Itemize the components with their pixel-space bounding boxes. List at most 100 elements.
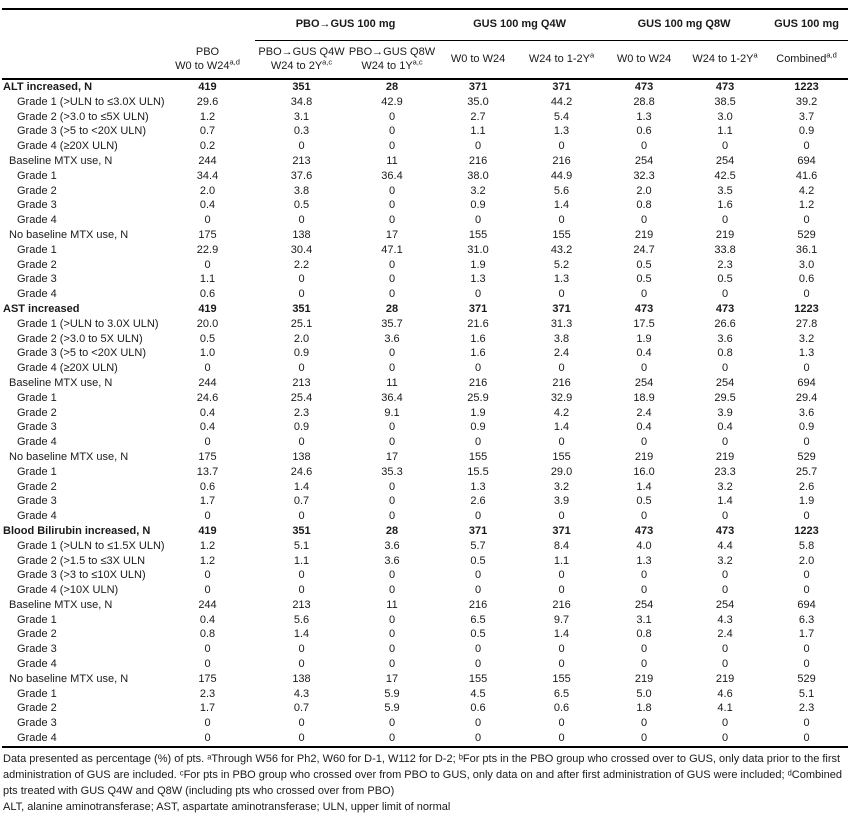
value-cell: 0.5 xyxy=(636,273,652,286)
value-cell: 473 xyxy=(715,524,735,537)
footnote-marker: a,d xyxy=(826,50,837,60)
row-label: AST increased xyxy=(3,302,80,315)
value-cell: 29.6 xyxy=(196,95,219,108)
stub-header xyxy=(2,40,160,80)
value-cell: 3.7 xyxy=(798,110,815,123)
table-body: ALT increased, N 419 351 28 371 371 473 473 1223… xyxy=(2,79,849,748)
row-label: Grade 3 (>5 to <20X ULN) xyxy=(17,125,147,138)
row-label: Grade 3 xyxy=(17,273,57,286)
value-cell: 0.9 xyxy=(798,125,815,138)
value-cell: 213 xyxy=(292,154,311,167)
column-group-header: GUS 100 mg Q4W xyxy=(436,9,604,41)
value-cell: 0 xyxy=(474,569,482,582)
value-cell: 1.6 xyxy=(717,199,733,212)
row-label: Grade 1 xyxy=(17,169,57,182)
row-label: Grade 4 xyxy=(17,436,57,449)
value-cell: 216 xyxy=(468,376,488,389)
value-cell: 29.4 xyxy=(795,391,818,404)
value-cell: 15.5 xyxy=(467,465,489,478)
value-cell: 694 xyxy=(797,376,816,389)
value-cell: 216 xyxy=(552,598,571,611)
value-cell: 0 xyxy=(204,436,211,449)
value-cell: 11 xyxy=(386,154,398,167)
value-cell: 371 xyxy=(552,524,571,537)
value-cell: 32.3 xyxy=(633,169,655,182)
value-cell: 419 xyxy=(198,81,217,93)
value-cell: 42.9 xyxy=(381,95,403,108)
value-cell: 0 xyxy=(721,510,729,523)
value-cell: 0 xyxy=(558,717,565,730)
value-cell: 0 xyxy=(388,584,396,597)
value-cell: 5.9 xyxy=(384,687,400,700)
value-cell: 0 xyxy=(204,214,211,227)
value-cell: 0 xyxy=(640,140,648,153)
value-cell: 0 xyxy=(803,214,810,227)
spanner-spacer xyxy=(2,9,255,41)
value-cell: 0 xyxy=(721,362,729,375)
value-cell: 2.4 xyxy=(553,347,570,360)
value-cell: 0 xyxy=(474,140,482,153)
row-label: No baseline MTX use, N xyxy=(9,450,129,463)
value-cell: 0 xyxy=(721,658,729,671)
value-cell: 0 xyxy=(803,510,810,523)
value-cell: 351 xyxy=(292,302,311,315)
value-cell: 0 xyxy=(204,510,211,523)
row-label: Grade 2 xyxy=(17,702,57,715)
table-row: Grade 1 0.4 5.6 0 6.5 9.7 3.1 4.3 6.3 xyxy=(2,613,848,628)
value-cell: 3.6 xyxy=(384,539,400,552)
value-cell: 0 xyxy=(603,731,686,748)
row-label: Grade 2 xyxy=(17,184,57,197)
value-cell: 0.5 xyxy=(199,332,216,345)
value-cell: 216 xyxy=(552,154,571,167)
value-cell: 31.3 xyxy=(550,317,573,330)
value-cell: 17.5 xyxy=(633,317,655,330)
value-cell: 244 xyxy=(198,598,217,611)
value-cell: 31.0 xyxy=(467,243,489,256)
value-cell: 0.4 xyxy=(199,199,216,212)
value-cell: 1.7 xyxy=(798,628,815,641)
value-cell: 0 xyxy=(803,140,810,153)
value-cell: 1.3 xyxy=(553,273,570,286)
value-cell: 0.6 xyxy=(636,125,652,138)
table-row: No baseline MTX use, N 175 138 17 155 155 219 2… xyxy=(2,672,848,687)
value-cell: 0.4 xyxy=(636,421,652,434)
value-cell: 155 xyxy=(468,450,488,463)
value-cell: 0 xyxy=(474,436,482,449)
value-cell: 0.3 xyxy=(293,125,310,138)
value-cell: 254 xyxy=(715,598,735,611)
value-cell: 254 xyxy=(634,376,654,389)
table-row: Grade 4 (≥20X ULN) 0 0 0 0 0 0 0 0 xyxy=(2,361,848,376)
value-cell: 0 xyxy=(298,214,305,227)
row-label: Grade 4 xyxy=(17,288,57,301)
value-cell: 371 xyxy=(552,302,571,315)
value-cell: 0.8 xyxy=(199,628,216,641)
value-cell: 371 xyxy=(468,81,488,93)
row-label: Grade 4 (≥20X ULN) xyxy=(17,140,118,153)
value-cell: 0 xyxy=(255,731,348,748)
value-cell: 0.4 xyxy=(717,421,733,434)
value-cell: 371 xyxy=(468,302,488,315)
value-cell: 42.5 xyxy=(714,169,736,182)
column-header: W24 to 1-2Ya xyxy=(685,40,766,80)
value-cell: 529 xyxy=(797,450,816,463)
value-cell: 3.9 xyxy=(553,495,570,508)
table-row: Grade 3 0 0 0 0 0 0 0 0 xyxy=(2,716,848,731)
value-cell: 3.1 xyxy=(636,613,652,626)
row-label: Grade 2 (>3.0 to 5X ULN) xyxy=(17,332,143,345)
value-cell: 30.4 xyxy=(290,243,313,256)
row-label: Baseline MTX use, N xyxy=(9,376,113,389)
value-cell: 2.3 xyxy=(798,702,815,715)
value-cell: 24.7 xyxy=(633,243,655,256)
value-cell: 6.5 xyxy=(553,687,570,700)
value-cell: 4.1 xyxy=(717,702,733,715)
value-cell: 0 xyxy=(160,731,255,748)
value-cell: 0 xyxy=(721,214,729,227)
row-label: Grade 1 xyxy=(17,391,57,404)
column-header: Combineda,d xyxy=(765,40,849,80)
table-row: Grade 4 0 0 0 0 0 0 0 0 xyxy=(2,657,848,672)
value-cell: 1.1 xyxy=(470,125,486,138)
value-cell: 0.9 xyxy=(470,421,486,434)
value-cell: 0 xyxy=(388,199,396,212)
value-cell: 0 xyxy=(298,288,305,301)
value-cell: 1.9 xyxy=(470,406,486,419)
